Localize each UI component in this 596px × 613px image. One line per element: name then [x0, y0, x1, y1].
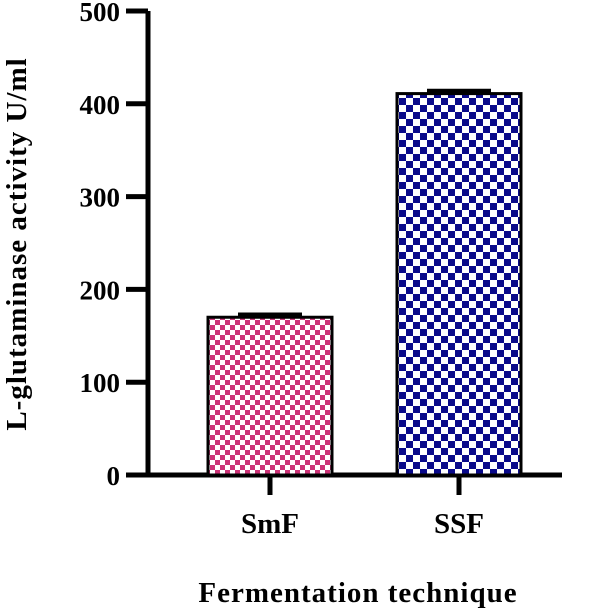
y-tick-label: 400 — [80, 90, 121, 120]
x-axis: SmF SSF — [146, 472, 562, 540]
y-tick-label: 100 — [80, 368, 121, 398]
y-axis: 0 100 200 300 400 500 — [80, 0, 151, 491]
bar-ssf — [395, 92, 523, 477]
bar-smf — [206, 315, 334, 477]
y-tick-label: 500 — [80, 0, 121, 27]
y-tick-label: 0 — [107, 461, 121, 491]
x-tick-label-smf: SmF — [241, 508, 299, 540]
bars — [206, 88, 523, 477]
y-axis-title: L-glutaminase activity U/ml — [1, 57, 33, 430]
x-axis-title: Fermentation technique — [198, 577, 517, 609]
y-tick-label: 200 — [80, 275, 121, 305]
x-tick-label-ssf: SSF — [434, 508, 484, 540]
y-tick-label: 300 — [80, 183, 121, 213]
